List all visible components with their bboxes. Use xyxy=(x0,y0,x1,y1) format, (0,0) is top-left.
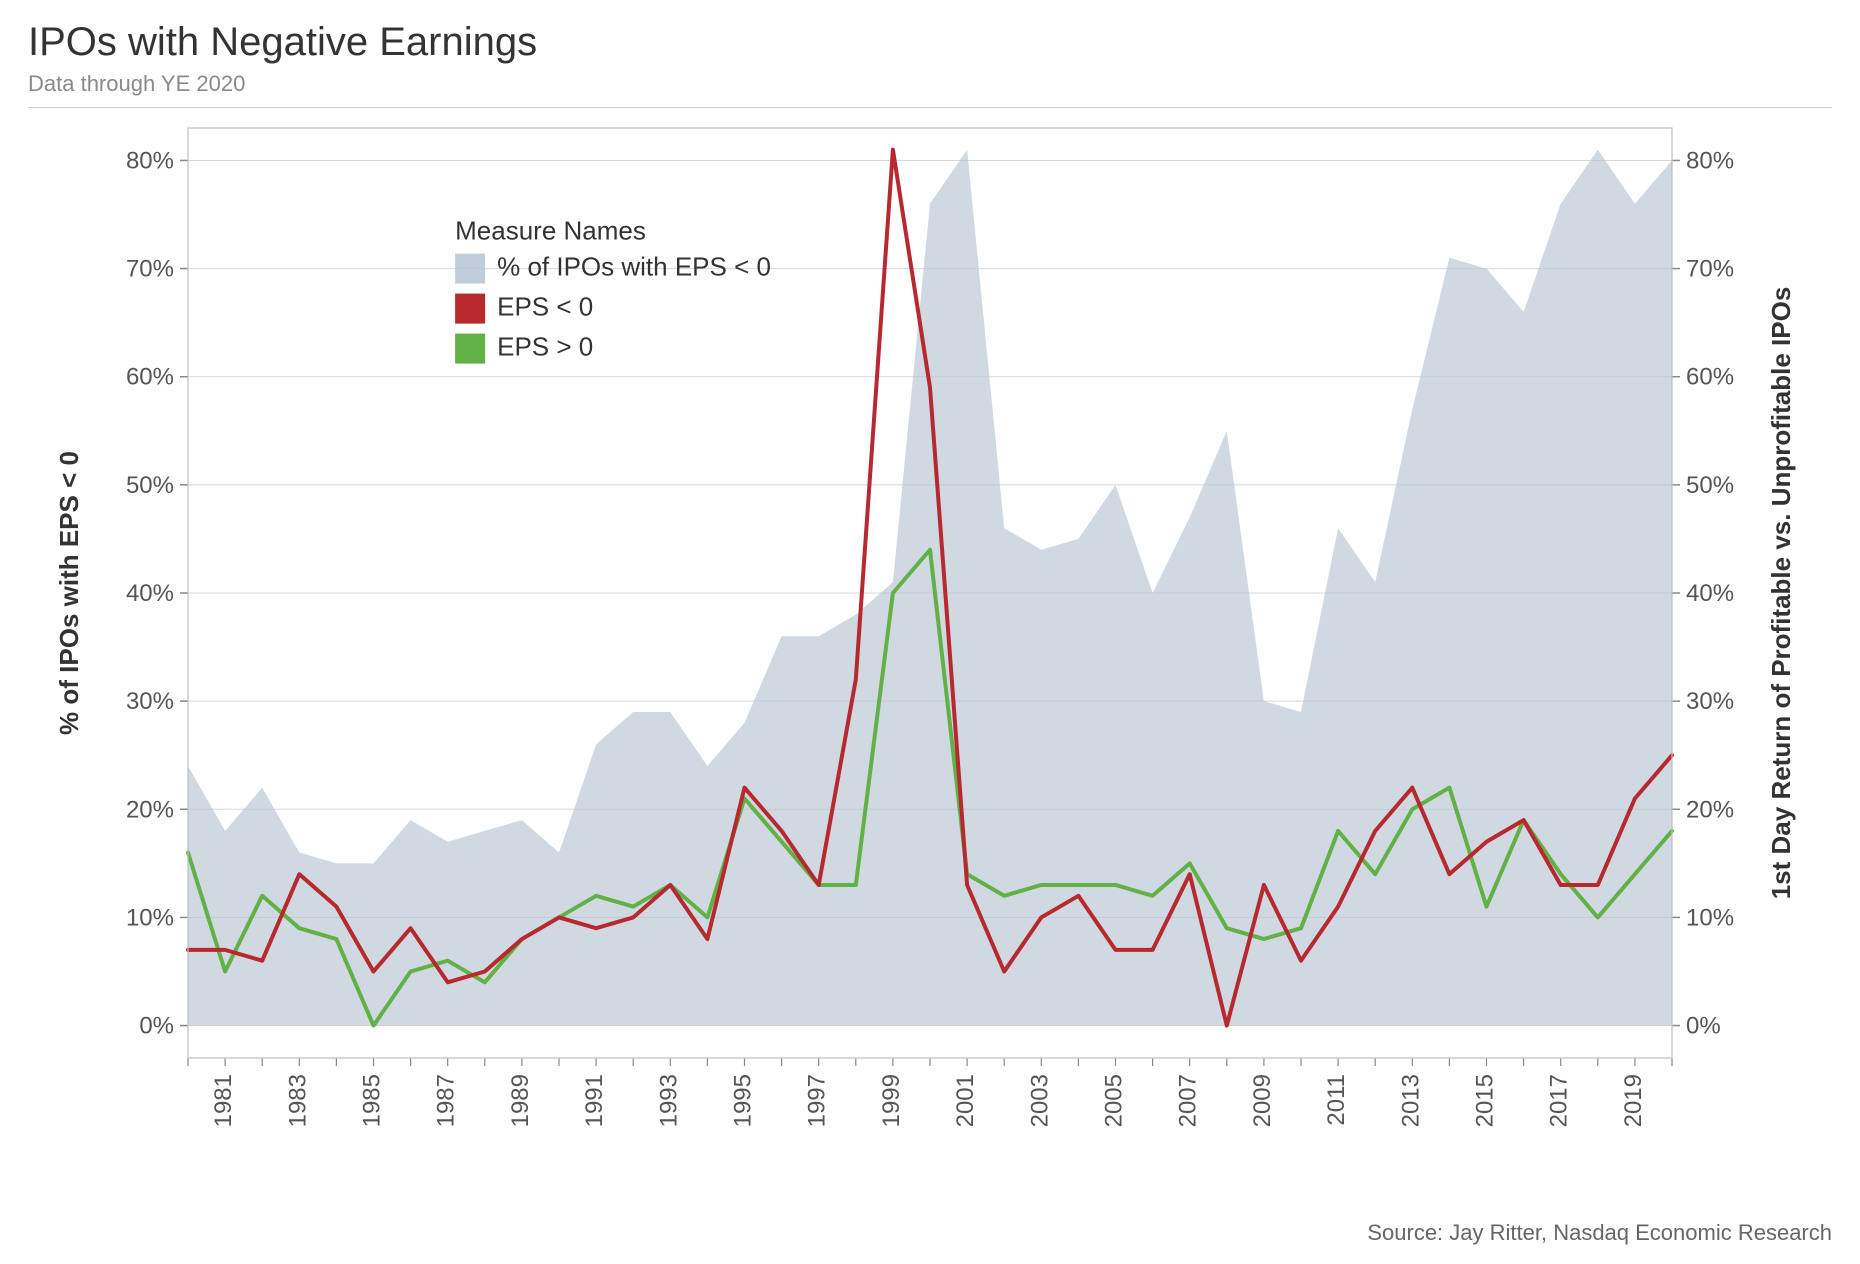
x-tick-label: 2013 xyxy=(1397,1074,1424,1127)
x-tick-label: 1987 xyxy=(433,1074,460,1127)
x-tick-label: 1989 xyxy=(507,1074,534,1127)
y-left-tick-label: 10% xyxy=(126,904,174,931)
y-right-tick-label: 80% xyxy=(1686,147,1734,174)
y-left-tick-label: 40% xyxy=(126,580,174,607)
y-left-tick-label: 0% xyxy=(139,1013,174,1040)
x-tick-label: 2009 xyxy=(1249,1074,1276,1127)
y-left-axis-label: % of IPOs with EPS < 0 xyxy=(54,451,84,735)
legend-item-label: EPS < 0 xyxy=(497,292,593,322)
y-right-tick-label: 20% xyxy=(1686,796,1734,823)
y-left-tick-label: 60% xyxy=(126,364,174,391)
legend-swatch-line xyxy=(455,334,485,364)
y-left-tick-label: 80% xyxy=(126,147,174,174)
x-tick-label: 1993 xyxy=(655,1074,682,1127)
legend-title: Measure Names xyxy=(455,216,646,246)
legend-swatch-line xyxy=(455,294,485,324)
x-tick-label: 2011 xyxy=(1323,1074,1350,1126)
x-tick-label: 2001 xyxy=(952,1074,979,1127)
chart-svg: 0% 0% 10% 10% 20% 20% 30% 30% 40% 40% 50% 50% 60% 60%… xyxy=(28,118,1832,1178)
y-right-tick-label: 60% xyxy=(1686,364,1734,391)
y-right-tick-label: 30% xyxy=(1686,688,1734,715)
y-left-tick-label: 50% xyxy=(126,472,174,499)
y-right-tick-label: 50% xyxy=(1686,472,1734,499)
legend-item-label: EPS > 0 xyxy=(497,332,593,362)
y-right-axis-label: 1st Day Return of Profitable vs. Unprofi… xyxy=(1766,287,1796,900)
x-tick-label: 1999 xyxy=(878,1074,905,1127)
y-left-tick-label: 70% xyxy=(126,256,174,283)
x-tick-label: 1981 xyxy=(210,1074,237,1127)
divider xyxy=(28,107,1832,108)
y-right-tick-label: 10% xyxy=(1686,904,1734,931)
x-tick-label: 2015 xyxy=(1472,1074,1499,1127)
x-tick-label: 1995 xyxy=(730,1074,757,1127)
x-tick-label: 2005 xyxy=(1101,1074,1128,1127)
x-tick-label: 1983 xyxy=(284,1074,311,1127)
x-tick-label: 2007 xyxy=(1175,1074,1202,1127)
y-right-tick-label: 40% xyxy=(1686,580,1734,607)
x-tick-label: 2003 xyxy=(1026,1074,1053,1127)
source-note: Source: Jay Ritter, Nasdaq Economic Rese… xyxy=(1367,1220,1832,1246)
y-right-tick-label: 0% xyxy=(1686,1013,1721,1040)
x-tick-label: 2019 xyxy=(1620,1074,1647,1127)
legend-swatch-area xyxy=(455,254,485,284)
x-tick-label: 2017 xyxy=(1546,1074,1573,1127)
chart-container: 0% 0% 10% 10% 20% 20% 30% 30% 40% 40% 50% 50% 60% 60%… xyxy=(28,118,1832,1178)
y-right-tick-label: 70% xyxy=(1686,256,1734,283)
x-tick-label: 1985 xyxy=(359,1074,386,1127)
x-tick-label: 1991 xyxy=(581,1074,608,1127)
y-left-tick-label: 20% xyxy=(126,796,174,823)
x-tick-label: 1997 xyxy=(804,1074,831,1127)
legend-item-label: % of IPOs with EPS < 0 xyxy=(497,252,771,282)
chart-title: IPOs with Negative Earnings xyxy=(28,20,1832,65)
y-left-tick-label: 30% xyxy=(126,688,174,715)
chart-subtitle: Data through YE 2020 xyxy=(28,71,1832,97)
